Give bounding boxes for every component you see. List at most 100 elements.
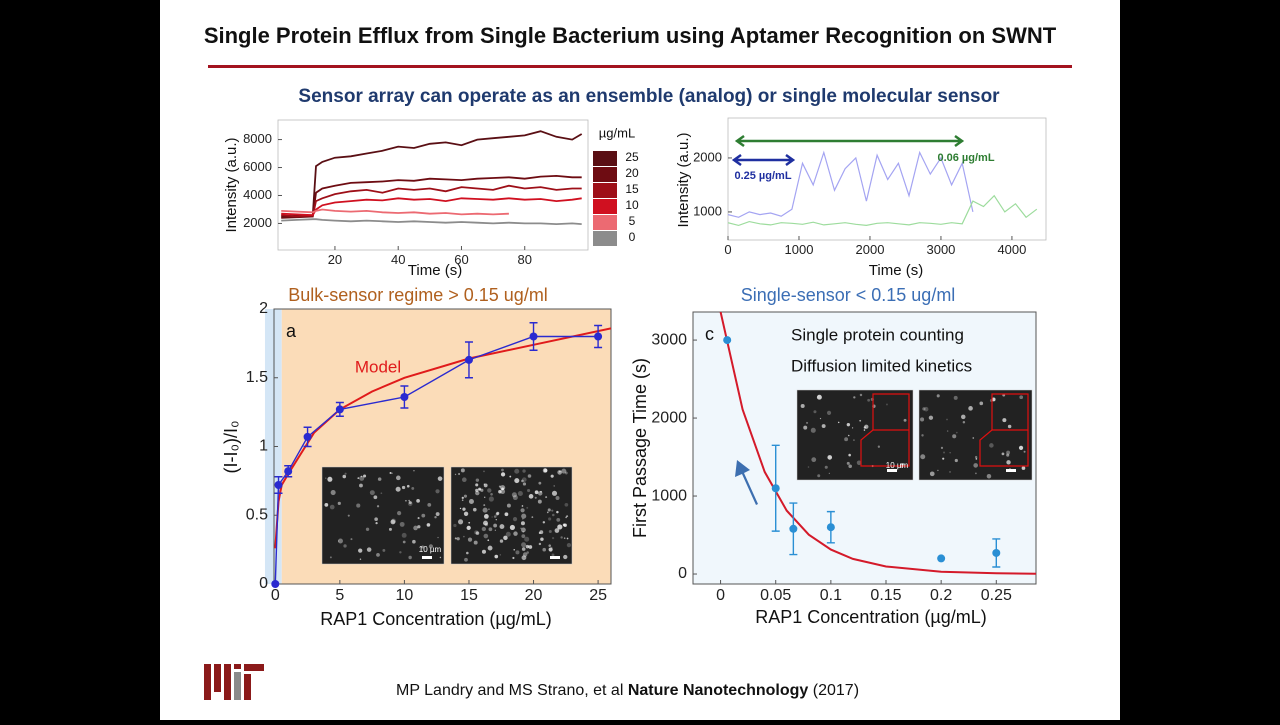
x-tick-label: 0 <box>716 587 725 604</box>
microscopy-speckle <box>456 537 460 541</box>
data-point <box>771 484 780 493</box>
model-label: Model <box>355 357 401 376</box>
microscopy-speckle <box>480 488 484 492</box>
microscopy-speckle <box>562 523 566 527</box>
microscopy-speckle <box>537 499 542 504</box>
microscopy-speckle <box>853 396 856 399</box>
microscopy-speckle <box>359 483 363 488</box>
microscopy-speckle <box>528 494 534 499</box>
microscopy-speckle <box>435 512 440 516</box>
microscopy-speckle <box>463 511 469 516</box>
x-tick-label: 15 <box>460 587 478 604</box>
microscopy-speckle <box>837 421 840 424</box>
x-tick-label: 4000 <box>997 242 1026 257</box>
microscopy-speckle <box>550 474 554 478</box>
microscopy-speckle <box>377 477 382 481</box>
microscopy-speckle <box>817 395 820 397</box>
microscopy-speckle <box>521 513 527 519</box>
microscopy-speckle <box>481 526 487 532</box>
plot-frame <box>277 119 589 251</box>
annotation: Single protein counting <box>791 325 964 344</box>
microscopy-speckle <box>542 468 548 473</box>
citation-authors: MP Landry and MS Strano, et al <box>396 682 623 699</box>
plot-frame <box>727 117 1047 241</box>
microscopy-speckle <box>952 434 957 439</box>
microscopy-speckle <box>522 482 527 486</box>
annotation: Diffusion limited kinetics <box>791 356 972 375</box>
microscopy-speckle <box>475 531 480 535</box>
microscopy-speckle <box>807 466 810 468</box>
microscopy-speckle <box>411 486 415 490</box>
y-tick-label: 2000 <box>243 215 272 230</box>
microscopy-speckle <box>968 406 973 411</box>
microscopy-speckle <box>397 511 402 516</box>
microscopy-speckle <box>942 457 945 460</box>
microscopy-speckle <box>437 536 439 539</box>
microscopy-speckle <box>391 472 393 475</box>
microscopy-speckle <box>498 485 501 488</box>
microscopy-speckle <box>483 483 486 486</box>
microscopy-speckle <box>342 474 347 479</box>
microscopy-speckle <box>558 470 561 473</box>
microscopy-speckle <box>428 544 433 549</box>
y-tick-label: 4000 <box>243 187 272 202</box>
data-point <box>464 355 473 364</box>
microscopy-speckle <box>347 514 350 517</box>
x-tick-label: 1000 <box>785 242 814 257</box>
microscopy-speckle <box>525 544 530 549</box>
microscopy-speckle <box>859 419 862 422</box>
microscopy-speckle <box>493 523 498 528</box>
x-tick-label: 0 <box>271 587 280 604</box>
microscopy-speckle <box>819 417 822 420</box>
data-point <box>723 336 732 345</box>
y-tick-label: 2000 <box>693 149 722 164</box>
microscopy-speckle <box>805 421 809 424</box>
microscopy-speckle <box>539 530 544 535</box>
microscopy-speckle <box>527 474 532 478</box>
microscopy-speckle <box>548 530 552 533</box>
microscopy-speckle <box>946 430 949 432</box>
data-point <box>274 481 283 489</box>
microscopy-speckle <box>512 517 518 522</box>
microscopy-speckle <box>526 506 529 509</box>
microscopy-speckle <box>494 554 499 559</box>
microscopy-speckle <box>382 548 386 552</box>
series-line <box>719 312 1036 575</box>
microscopy-speckle <box>1001 452 1005 456</box>
microscopy-speckle <box>1006 453 1010 457</box>
y-tick-label: 6000 <box>243 159 272 174</box>
microscopy-speckle <box>373 495 378 500</box>
series-line <box>281 197 582 217</box>
microscopy-speckle <box>412 539 416 544</box>
microscopy-speckle <box>548 517 552 521</box>
microscopy-speckle <box>506 503 511 508</box>
microscopy-speckle <box>509 475 512 478</box>
microscopy-speckle <box>565 516 568 519</box>
x-tick-label: 80 <box>518 252 532 267</box>
microscopy-speckle <box>542 521 546 524</box>
x-tick-label: 40 <box>391 252 405 267</box>
microscopy-speckle <box>484 523 489 527</box>
microscopy-speckle <box>561 468 567 474</box>
y-tick-label: 0.5 <box>246 506 268 523</box>
microscopy-speckle <box>457 519 464 525</box>
microscopy-speckle <box>401 532 407 538</box>
slide-subtitle: Sensor array can operate as an ensemble … <box>298 86 1000 107</box>
microscopy-speckle <box>847 434 850 437</box>
microscopy-speckle <box>856 460 862 466</box>
microscopy-speckle <box>468 521 471 524</box>
microscopy-speckle <box>487 488 492 493</box>
legend-swatch <box>593 231 617 246</box>
microscopy-speckle <box>325 477 327 479</box>
microscopy-speckle <box>552 513 555 517</box>
microscopy-speckle <box>954 458 958 463</box>
microscopy-speckle <box>401 485 406 490</box>
microscopy-speckle <box>505 531 511 537</box>
microscopy-speckle <box>396 475 401 481</box>
microscopy-speckle <box>501 468 504 472</box>
zoom-box <box>860 393 910 467</box>
microscopy-speckle <box>513 531 518 536</box>
microscopy-speckle <box>426 523 431 527</box>
microscopy-speckle <box>936 394 940 398</box>
